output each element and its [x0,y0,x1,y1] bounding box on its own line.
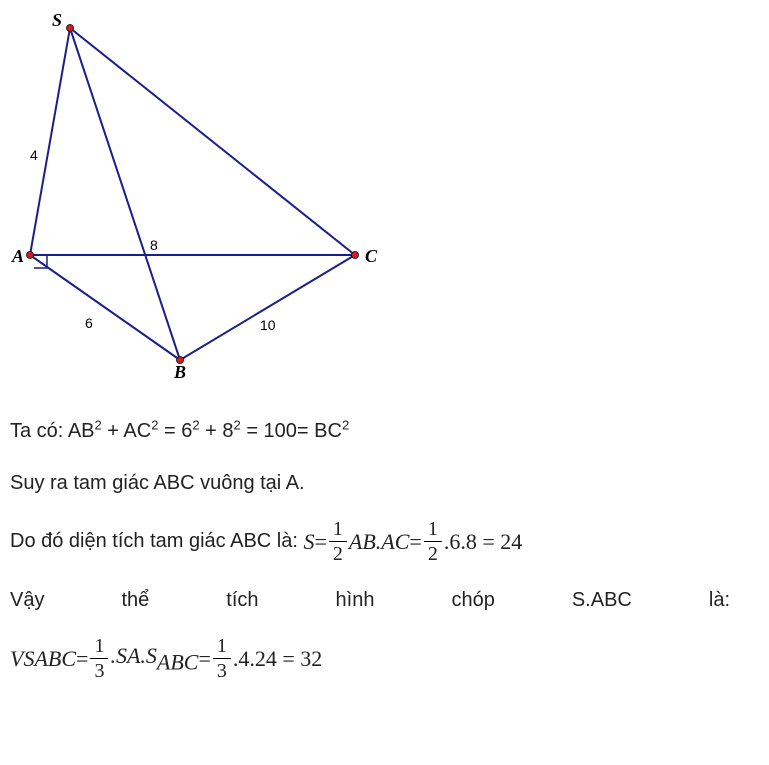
exp: 2 [95,417,102,432]
frac-third: 1 3 [90,636,108,681]
text: = 100= BC [241,420,342,442]
text: + AC [102,420,151,442]
word: Vậy [10,584,44,616]
num: 1 [213,636,231,659]
text: Do đó diện tích tam giác ABC là: [10,530,304,552]
exp: 2 [234,417,241,432]
eq: = [409,524,421,559]
den: 2 [329,542,347,564]
text: Ta có: AB [10,420,95,442]
vertex-label-A: A [11,246,24,266]
pyramid-diagram: S A C B 4 8 6 10 [10,10,749,385]
word: là: [709,584,730,616]
word: S.ABC [572,584,632,616]
edge-length-label: 10 [260,317,276,333]
text-right-triangle: Suy ra tam giác ABC vuông tại A. [10,467,749,499]
eq: = [76,641,88,676]
eq: = [315,524,327,559]
vertex-S [67,25,74,32]
eq: = [198,641,210,676]
word: chóp [451,584,494,616]
edge-SB [70,28,180,360]
sa-sabc: .SA.SABC [110,638,198,680]
den: 3 [90,659,108,681]
frac-half: 1 2 [424,519,442,564]
sub-sabc: SABC [23,641,76,676]
volume-formula: VSABC = 1 3 .SA.SABC = 1 3 .4.24 = 32 [10,636,322,681]
vertex-label-C: C [365,246,378,266]
word: tích [226,584,258,616]
edge-length-label: 4 [30,147,38,163]
nums: .6.8 = 24 [444,524,522,559]
edge-SC [70,28,355,255]
t: .SA.S [110,643,156,668]
edge-length-label: 8 [150,237,158,253]
equation-pythagoras: Ta có: AB2 + AC2 = 62 + 82 = 100= BC2 [10,415,749,447]
text: Suy ra tam giác ABC vuông tại A. [10,472,305,494]
edge-SA [30,28,70,255]
edge-BC [180,255,355,360]
word: thể [121,584,149,616]
sym-V: V [10,641,23,676]
den: 2 [424,542,442,564]
frac-third: 1 3 [213,636,231,681]
text: = 6 [158,420,192,442]
frac-half: 1 2 [329,519,347,564]
edge-AB [30,255,180,360]
den: 3 [213,659,231,681]
edge-length-label: 6 [85,315,93,331]
diagram-svg: S A C B 4 8 6 10 [10,10,390,380]
exp: 2 [192,417,199,432]
sym-S: S [304,524,315,559]
vertex-A [27,252,34,259]
exp: 2 [342,417,349,432]
sub-abc: ABC [157,649,199,674]
equation-area: Do đó diện tích tam giác ABC là: S = 1 2… [10,519,749,564]
num: 1 [424,519,442,542]
ab-ac: AB.AC [349,524,410,559]
vertex-C [352,252,359,259]
equation-volume: VSABC = 1 3 .SA.SABC = 1 3 .4.24 = 32 [10,636,749,681]
num: 1 [329,519,347,542]
num: 1 [90,636,108,659]
area-formula: S = 1 2 AB.AC = 1 2 .6.8 = 24 [304,519,523,564]
nums: .4.24 = 32 [233,641,322,676]
vertex-label-S: S [52,10,62,30]
vertex-label-B: B [173,362,186,380]
word: hình [336,584,375,616]
text: + 8 [200,420,234,442]
text-volume-intro: Vậy thể tích hình chóp S.ABC là: [10,584,730,616]
